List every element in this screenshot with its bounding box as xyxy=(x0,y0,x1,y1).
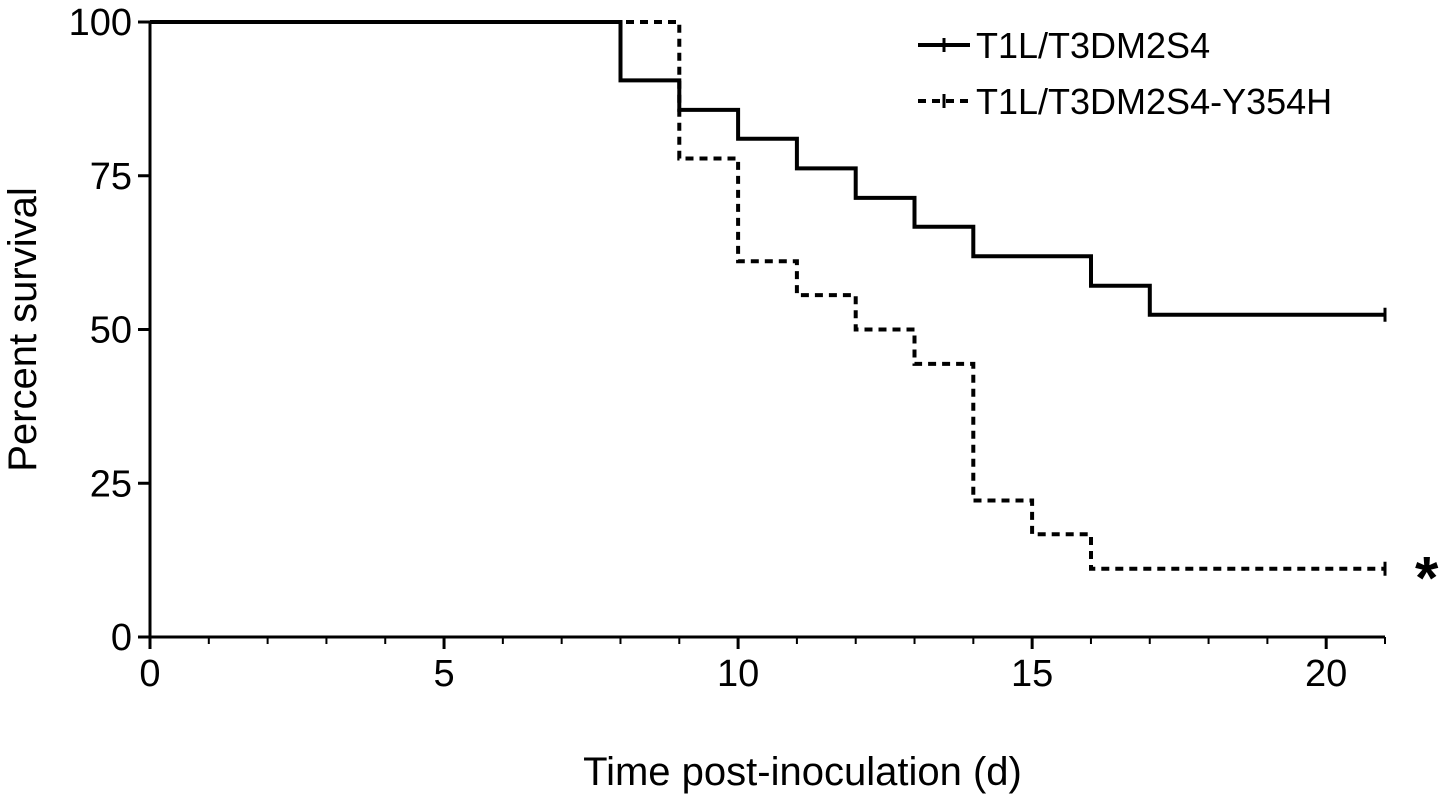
series-line-dashed xyxy=(150,20,1385,571)
x-tick-label: 0 xyxy=(139,653,160,695)
x-axis-title: Time post-inoculation (d) xyxy=(583,750,1022,794)
y-tick-label: 75 xyxy=(90,156,132,198)
y-tick-label: 25 xyxy=(90,463,132,505)
legend: T1L/T3DM2S4 T1L/T3DM2S4-Y354H xyxy=(918,25,1332,122)
y-tick-label: 100 xyxy=(69,2,132,44)
legend-label: T1L/T3DM2S4 xyxy=(976,25,1210,66)
legend-label: T1L/T3DM2S4-Y354H xyxy=(976,81,1332,122)
significance-annotation: * xyxy=(1415,545,1439,612)
legend-item: T1L/T3DM2S4 xyxy=(918,25,1210,66)
x-tick-label: 10 xyxy=(717,653,759,695)
x-tick-label: 20 xyxy=(1305,653,1347,695)
y-axis-title: Percent survival xyxy=(1,187,45,472)
y-tick-label: 0 xyxy=(111,617,132,659)
series-lines xyxy=(150,20,1387,576)
y-tick-label: 50 xyxy=(90,310,132,352)
ticks: 0 25 50 75 100 0 5 10 15 20 xyxy=(69,2,1386,695)
x-tick-label: 15 xyxy=(1011,653,1053,695)
legend-item: T1L/T3DM2S4-Y354H xyxy=(918,81,1332,122)
x-tick-label: 5 xyxy=(433,653,454,695)
